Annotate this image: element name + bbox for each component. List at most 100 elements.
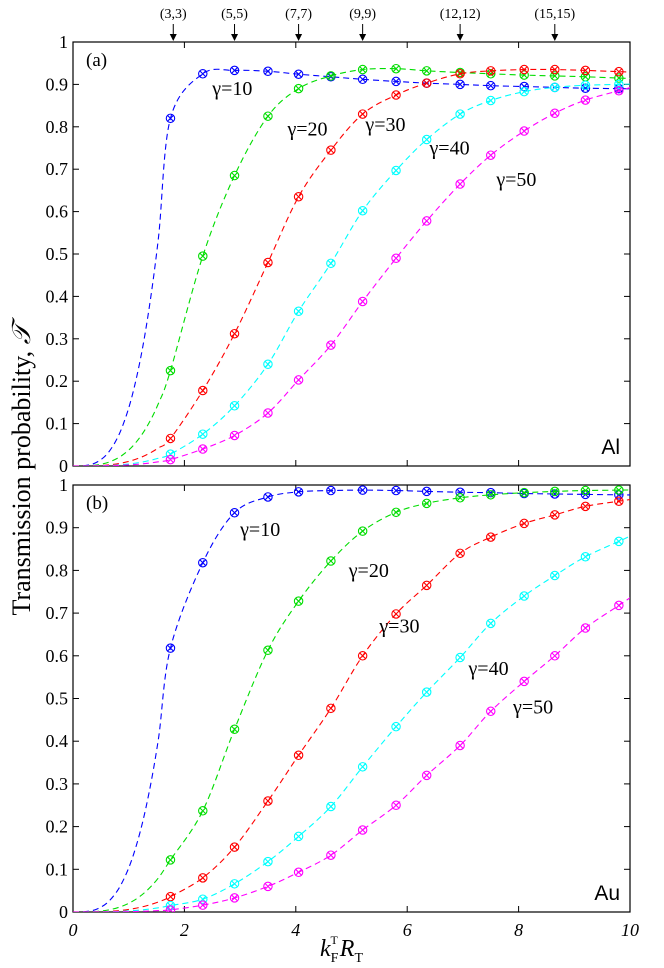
data-point-marker — [263, 645, 273, 655]
chirality-label: (5,5) — [221, 7, 248, 22]
x-tick-label: 10 — [621, 920, 639, 940]
data-point-cross-b — [615, 602, 623, 609]
series-line — [73, 68, 630, 466]
data-point-marker — [229, 842, 240, 852]
metal-label: Au — [594, 882, 620, 905]
y-tick-label: 0.7 — [46, 159, 69, 179]
data-point-marker — [357, 825, 368, 835]
data-point-cross-b — [359, 652, 366, 660]
chirality-label: (7,7) — [285, 7, 312, 22]
series-label: γ=10 — [211, 78, 252, 100]
panel-label: (b) — [86, 493, 108, 514]
data-point-cross-b — [487, 619, 495, 627]
data-point-cross-b — [520, 88, 528, 95]
data-point-marker — [455, 487, 465, 498]
data-point-cross-b — [264, 409, 272, 417]
data-point-marker — [455, 69, 465, 79]
data-point-marker — [614, 79, 624, 90]
data-point-marker — [165, 113, 176, 124]
data-point-marker — [198, 557, 208, 568]
data-point-marker — [293, 596, 304, 606]
data-point-marker — [229, 401, 240, 411]
y-tick-label: 0.5 — [46, 689, 69, 709]
data-point-marker — [550, 64, 560, 75]
data-point-marker — [263, 408, 273, 418]
data-point-cross-b — [520, 520, 528, 527]
data-point-cross-b — [199, 445, 207, 453]
data-point-marker — [198, 900, 208, 910]
data-point-marker — [391, 485, 401, 496]
data-point-marker — [357, 651, 368, 661]
data-point-marker — [519, 126, 529, 136]
data-point-marker — [198, 69, 208, 79]
data-point-marker — [485, 618, 496, 629]
data-point-marker — [198, 251, 208, 261]
data-point-cross-b — [456, 654, 464, 661]
data-point-marker — [357, 74, 368, 85]
data-point-cross-b — [264, 493, 272, 501]
y-tick-label: 1 — [59, 32, 68, 52]
chirality-arrow-head — [169, 34, 177, 41]
y-tick-label: 0.4 — [46, 731, 69, 751]
data-point-cross-b — [423, 67, 431, 75]
data-point-marker — [614, 600, 624, 611]
data-point-cross-b — [167, 435, 174, 442]
data-point-cross-b — [487, 151, 495, 159]
data-point-marker — [580, 485, 591, 496]
data-point-marker — [263, 111, 273, 121]
data-point-cross-b — [392, 65, 400, 73]
data-point-cross-b — [327, 557, 335, 565]
data-point-marker — [519, 487, 529, 498]
data-point-marker — [198, 385, 208, 396]
data-point-cross-b — [199, 559, 207, 567]
data-point-cross-b — [327, 259, 335, 267]
data-point-marker — [485, 95, 496, 106]
data-point-marker — [326, 556, 336, 566]
series-line — [73, 87, 630, 466]
data-point-marker — [357, 109, 368, 119]
data-point-cross-b — [327, 341, 335, 349]
data-point-cross-b — [392, 610, 400, 618]
chirality-arrow-head — [359, 34, 367, 41]
data-point-cross-b — [327, 704, 335, 712]
data-point-marker — [391, 507, 401, 518]
data-point-cross-b — [359, 298, 366, 305]
y-tick-label: 1 — [59, 475, 68, 495]
x-tick-label: 8 — [514, 920, 523, 940]
data-point-marker — [326, 703, 336, 714]
data-point-marker — [263, 257, 273, 268]
chirality-arrow-head — [295, 34, 303, 41]
data-point-marker — [550, 510, 560, 520]
data-point-cross-b — [264, 797, 272, 805]
data-point-marker — [165, 433, 176, 444]
y-tick-label: 0.4 — [46, 286, 69, 306]
data-point-marker — [519, 676, 529, 687]
data-point-marker — [421, 134, 432, 145]
data-point-cross-b — [520, 489, 528, 497]
data-point-cross-b — [520, 83, 528, 90]
series-group — [73, 63, 630, 466]
data-point-marker — [455, 652, 465, 663]
data-point-cross-b — [551, 490, 559, 498]
data-point-cross-b — [231, 330, 238, 338]
data-point-marker — [263, 856, 273, 867]
data-point-cross-b — [392, 91, 400, 99]
data-point-marker — [550, 489, 560, 499]
data-point-marker — [229, 65, 240, 76]
data-point-cross-b — [231, 725, 238, 733]
data-point-cross-b — [295, 193, 302, 201]
y-tick-label: 0.6 — [46, 202, 69, 222]
data-point-cross-b — [456, 70, 464, 78]
data-point-cross-b — [456, 69, 464, 76]
y-tick-label: 0.1 — [46, 414, 69, 434]
data-point-cross-b — [582, 81, 589, 89]
y-tick-label: 0.3 — [46, 774, 69, 794]
data-point-cross-b — [264, 112, 272, 120]
data-point-cross-b — [423, 488, 431, 495]
data-point-cross-b — [359, 527, 366, 535]
data-point-marker — [421, 498, 432, 509]
data-point-cross-b — [264, 259, 272, 266]
data-point-cross-b — [295, 868, 302, 876]
data-point-cross-b — [551, 66, 559, 73]
series-label: γ=20 — [348, 560, 389, 582]
